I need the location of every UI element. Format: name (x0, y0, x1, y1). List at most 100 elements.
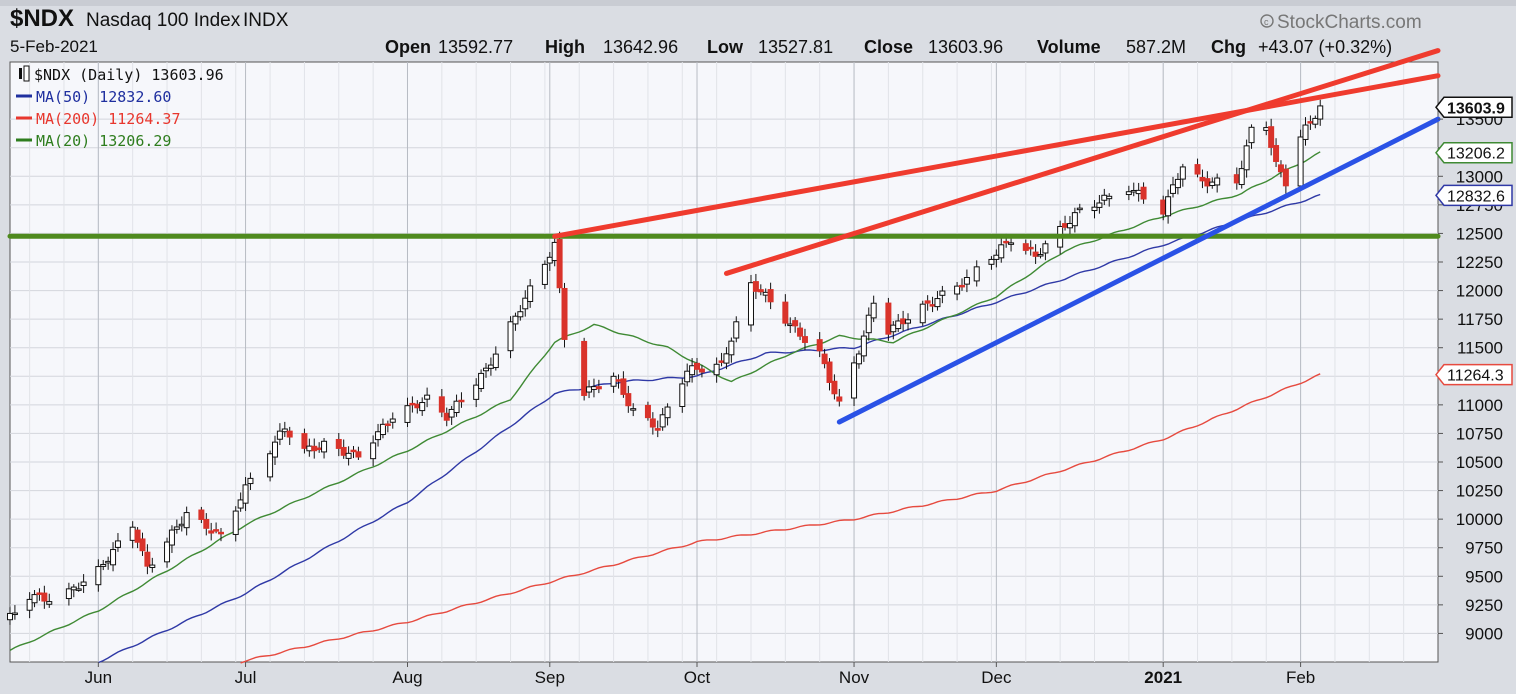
candle-body (855, 353, 862, 365)
candle-body (114, 540, 121, 548)
candle-body (664, 406, 671, 419)
high-label: High (545, 37, 585, 57)
candle-body (625, 393, 632, 407)
candle-body (1268, 126, 1275, 148)
candle-icon-body (23, 65, 30, 82)
candle-body (316, 447, 323, 451)
chart-date: 5-Feb-2021 (10, 37, 98, 56)
candle-body (747, 282, 754, 326)
candle-body (561, 287, 568, 340)
copyright-glyph: c (1264, 17, 1269, 27)
candle-body (139, 538, 146, 552)
candle-body (41, 592, 48, 602)
candle-body (797, 327, 804, 337)
candle-body (31, 594, 38, 604)
candle-body (757, 289, 764, 293)
x-axis: Jun Jul Aug Sep Oct Nov Dec 2021 Feb (85, 662, 1315, 687)
candle-body (232, 510, 239, 535)
legend-ma20-text: MA(20) 13206.29 (36, 132, 171, 150)
candle-body (473, 384, 480, 400)
candle-body (718, 360, 725, 363)
candle-body (934, 298, 941, 308)
candle-body (1317, 105, 1324, 120)
candle-body (487, 364, 494, 369)
candle-body (826, 361, 833, 383)
candle-body (276, 430, 283, 440)
candle-body (762, 291, 769, 296)
candle-body (26, 598, 33, 611)
x-tick-label: Jul (235, 668, 257, 687)
candle-body (1125, 191, 1132, 196)
candle-body (551, 241, 558, 262)
candle-body (1214, 177, 1221, 186)
candle-body (1248, 126, 1255, 144)
candle-body (1312, 117, 1319, 125)
candle-body (1170, 184, 1177, 194)
candle-body (424, 394, 431, 400)
y-tick-label: 10000 (1456, 510, 1503, 529)
candle-body (517, 311, 524, 318)
candle-body (924, 300, 931, 304)
candle-body (458, 399, 465, 403)
close-value: 13603.96 (928, 37, 1003, 57)
candle-body (1008, 242, 1015, 245)
candle-body (644, 404, 651, 419)
candle-body (218, 531, 225, 535)
candle-body (586, 386, 593, 393)
candle-body (350, 449, 357, 453)
candle-body (65, 588, 72, 600)
candle-body (595, 386, 602, 390)
y-tick-label: 12000 (1456, 282, 1503, 301)
candle-body (816, 339, 823, 352)
candle-body (1042, 243, 1049, 254)
candle-body (311, 445, 318, 452)
candle-body (1282, 168, 1289, 187)
candle-body (1022, 243, 1029, 251)
change-value: +43.07 (+0.32%) (1258, 37, 1392, 57)
candle-body (105, 560, 112, 564)
candle-body (973, 266, 980, 282)
resistance-lower-line (723, 48, 1441, 276)
legend: $NDX (Daily) 13603.96 MA(50) 12832.60 MA… (16, 65, 224, 150)
candle-body (306, 445, 313, 452)
candle-body (689, 365, 696, 376)
y-tick-label: 11000 (1457, 396, 1503, 415)
candle-body (801, 336, 808, 343)
candle-body (993, 254, 1000, 260)
candle-body (183, 512, 190, 529)
candle-body (1071, 212, 1078, 227)
candle-body (438, 396, 445, 413)
candle-body (998, 244, 1005, 259)
volume-value: 587.2M (1126, 37, 1186, 57)
legend-item-ma20: MA(20) 13206.29 (16, 132, 171, 150)
candle-body (203, 518, 210, 529)
candle-body (522, 297, 529, 310)
y-tick-label: 9000 (1465, 624, 1503, 643)
candle-body (178, 523, 185, 527)
candle-body (478, 372, 485, 390)
candle-body (1135, 189, 1142, 195)
watermark-text: StockCharts.com (1277, 12, 1422, 33)
candle-body (752, 281, 759, 292)
candle-body (905, 319, 912, 324)
legend-item-price: $NDX (Daily) 13603.96 (19, 65, 224, 84)
candle-body (1165, 196, 1172, 217)
legend-ma50-text: MA(50) 12832.60 (36, 88, 171, 106)
exchange-name: INDX (243, 10, 289, 31)
candle-body (900, 318, 907, 325)
candle-body (1302, 124, 1309, 140)
candle-body (659, 414, 666, 428)
candle-body (556, 238, 563, 289)
candle-body (355, 451, 362, 458)
candle-body (492, 353, 499, 369)
high-value: 13642.96 (603, 37, 678, 57)
candle-body (11, 612, 18, 616)
candle-body (1307, 121, 1314, 124)
candle-body (836, 396, 843, 402)
y-tick-label: 12500 (1456, 224, 1503, 243)
candle-body (70, 586, 77, 591)
candle-body (448, 408, 455, 418)
candle-body (698, 368, 705, 373)
candle-body (792, 320, 799, 327)
candle-body (590, 386, 597, 390)
